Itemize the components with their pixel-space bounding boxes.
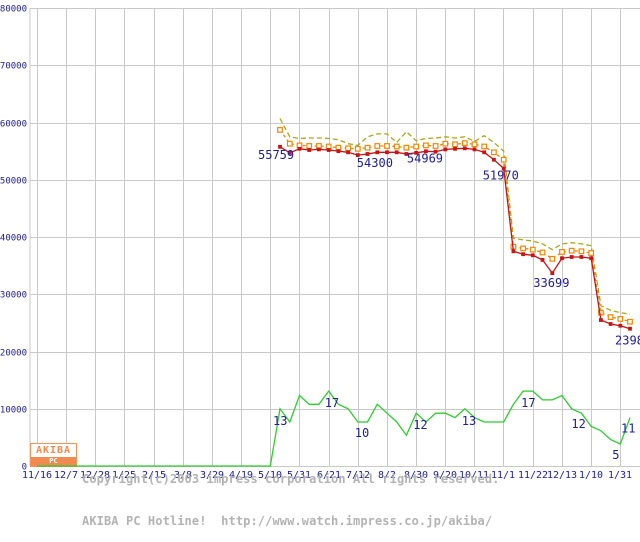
x-tick-label: 3/8 (174, 470, 192, 480)
y-tick-label: 0 (22, 463, 27, 473)
x-tick-label: 11/16 (22, 470, 52, 480)
x-tick-label: 7/12 (346, 470, 370, 480)
y-tick-label: 50000 (0, 177, 27, 187)
x-tick-label: 12/7 (54, 470, 78, 480)
x-tick-label: 12/28 (80, 470, 110, 480)
x-tick-label: 3/29 (200, 470, 224, 480)
y-tick-label: 70000 (0, 62, 27, 72)
y-tick-label: 60000 (0, 120, 27, 130)
x-tick-label: 11/22 (518, 470, 548, 480)
x-tick-label: 4/19 (229, 470, 253, 480)
x-tick-label: 8/2 (378, 470, 396, 480)
x-tick-label: 10/11 (459, 470, 489, 480)
x-tick-label: 1/25 (112, 470, 136, 480)
akiba-logo-title: AKIBA (35, 445, 72, 456)
akiba-logo: AKIBA PC Hotline! (30, 443, 77, 467)
y-tick-label: 20000 (0, 349, 27, 359)
x-tick-label: 5/10 (258, 470, 282, 480)
copyright-line1: Copyright(c)2003 impress corporation All… (82, 472, 500, 486)
x-tick-label: 9/20 (433, 470, 457, 480)
x-tick-label: 2/15 (142, 470, 166, 480)
x-tick-label: 11/1 (491, 470, 515, 480)
y-tick-label: 80000 (0, 5, 27, 15)
x-tick-label: 6/21 (317, 470, 341, 480)
x-tick-label: 5/31 (287, 470, 311, 480)
x-tick-label: 1/31 (608, 470, 632, 480)
x-tick-label: 1/10 (579, 470, 603, 480)
akiba-logo-subtitle: PC Hotline! (31, 457, 76, 466)
chart-page: { "chart_data": { "type": "line", "title… (0, 4, 640, 528)
copyright-line2: AKIBA PC Hotline! http://www.watch.impre… (82, 514, 493, 528)
copyright: Copyright(c)2003 impress corporation All… (82, 444, 500, 542)
y-tick-label: 40000 (0, 234, 27, 244)
chart-grid-layer: 11/16 12/7 12/28 1/25 2/15 3/8 3/29 4/19 5/10 5/3… (0, 5, 640, 480)
x-tick-label: 8/30 (404, 470, 428, 480)
y-tick-label: 10000 (0, 406, 27, 416)
x-tick-label: 12/13 (547, 470, 577, 480)
y-tick-label: 30000 (0, 291, 27, 301)
